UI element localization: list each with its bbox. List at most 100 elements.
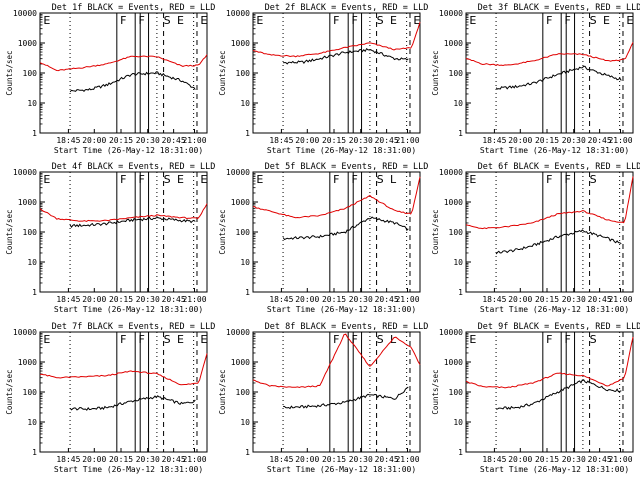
lld-series-line: [465, 42, 634, 67]
y-tick-label: 1000: [18, 198, 37, 207]
y-tick-label: 10000: [13, 9, 37, 18]
y-tick-label: 10: [240, 99, 250, 108]
panel-title: Det 1f BLACK = Events, RED = LLD: [52, 3, 216, 13]
y-tick-label: 10000: [226, 328, 250, 337]
panel-title: Det 8f BLACK = Events, RED = LLD: [265, 322, 429, 332]
time-marker-letter: S: [590, 333, 597, 346]
x-axis-label: Start Time (26-May-12 18:31:00): [267, 146, 416, 155]
x-tick-label: 20:15: [109, 295, 133, 304]
x-axis-label: Start Time (26-May-12 18:31:00): [54, 305, 203, 314]
y-tick-label: 10: [453, 99, 463, 108]
x-tick-label: 21:00: [395, 136, 419, 145]
time-marker-letter: S: [590, 14, 597, 27]
x-axis-label: Start Time (26-May-12 18:31:00): [54, 146, 203, 155]
y-tick-label: 100: [449, 228, 464, 237]
events-series-line: [69, 71, 196, 93]
y-tick-label: 10000: [13, 168, 37, 177]
x-axis-label: Start Time (26-May-12 18:31:00): [267, 305, 416, 314]
panel-title: Det 2f BLACK = Events, RED = LLD: [265, 3, 429, 13]
x-tick-label: 20:00: [508, 136, 532, 145]
x-tick-label: 20:00: [295, 455, 319, 464]
x-tick-label: 20:00: [508, 455, 532, 464]
y-tick-label: 100: [449, 388, 464, 397]
x-tick-label: 20:45: [588, 295, 612, 304]
events-series-line: [282, 216, 409, 241]
plot-frame: [252, 12, 421, 134]
lld-series-line: [39, 54, 208, 72]
time-marker-letter: F: [333, 14, 339, 27]
time-marker-letter: L: [390, 173, 397, 186]
y-tick-label: 1: [32, 448, 37, 457]
x-tick-label: 21:00: [395, 295, 419, 304]
y-tick-label: 1000: [18, 358, 37, 367]
x-tick-label: 18:45: [269, 295, 293, 304]
x-tick-label: 18:45: [482, 295, 506, 304]
time-marker-letter: E: [626, 14, 633, 27]
y-tick-label: 10: [453, 418, 463, 427]
x-tick-label: 20:45: [375, 455, 399, 464]
time-marker-letter: F: [352, 333, 358, 346]
time-marker-letter: L: [390, 333, 397, 346]
x-tick-label: 20:45: [162, 295, 186, 304]
y-tick-label: 10: [240, 418, 250, 427]
time-marker-letter: E: [603, 14, 610, 27]
x-tick-label: 21:00: [182, 295, 206, 304]
x-tick-label: 20:15: [322, 455, 346, 464]
time-marker-letter: S: [164, 14, 171, 27]
time-marker-letter: S: [164, 333, 171, 346]
time-marker-letter: F: [120, 173, 126, 186]
y-tick-label: 1: [245, 129, 250, 138]
plot-frame: [465, 331, 634, 453]
y-tick-label: 1000: [231, 358, 250, 367]
y-axis-label: Counts/sec: [5, 50, 14, 95]
events-series-line: [283, 47, 409, 65]
x-tick-label: 20:00: [508, 295, 532, 304]
lld-series-line: [40, 353, 208, 386]
detector-panel: Det 5f BLACK = Events, RED = LLD 1 10 100 10…: [218, 162, 428, 314]
y-tick-label: 10000: [226, 9, 250, 18]
x-tick-label: 18:45: [482, 455, 506, 464]
x-tick-label: 20:15: [322, 295, 346, 304]
time-marker-letter: F: [333, 333, 339, 346]
time-marker-letter: F: [120, 333, 126, 346]
x-tick-label: 18:45: [482, 136, 506, 145]
time-marker-letter: E: [256, 14, 263, 27]
x-tick-label: 20:30: [562, 455, 586, 464]
events-series-line: [69, 216, 196, 228]
detector-panel: Det 3f BLACK = Events, RED = LLD 1 10 100 10…: [431, 3, 640, 155]
x-tick-label: 21:00: [608, 136, 632, 145]
y-tick-label: 1000: [231, 198, 250, 207]
time-marker-letter: F: [565, 333, 571, 346]
y-tick-label: 1000: [444, 198, 463, 207]
x-tick-label: 20:45: [162, 136, 186, 145]
x-tick-label: 20:00: [82, 295, 106, 304]
x-tick-label: 18:45: [56, 295, 80, 304]
x-axis-label: Start Time (26-May-12 18:31:00): [54, 465, 203, 474]
x-tick-label: 18:45: [56, 455, 80, 464]
y-axis-label: Counts/sec: [431, 369, 440, 414]
x-tick-label: 20:30: [349, 136, 373, 145]
y-tick-label: 10: [27, 418, 37, 427]
y-tick-label: 1: [245, 288, 250, 297]
time-marker-letter: F: [546, 333, 552, 346]
plot-frame: [39, 12, 208, 134]
x-tick-label: 20:45: [375, 295, 399, 304]
events-series-line: [495, 65, 622, 90]
y-tick-label: 10: [27, 258, 37, 267]
time-marker-letter: E: [256, 173, 263, 186]
x-tick-label: 20:45: [162, 455, 186, 464]
x-tick-label: 18:45: [269, 455, 293, 464]
x-tick-label: 20:00: [82, 455, 106, 464]
time-marker-letter: S: [377, 333, 384, 346]
x-tick-label: 21:00: [608, 295, 632, 304]
lld-series-line: [252, 21, 421, 58]
y-tick-label: 10000: [439, 9, 463, 18]
x-tick-label: 20:30: [349, 295, 373, 304]
x-tick-label: 20:30: [349, 455, 373, 464]
plot-frame: [252, 171, 421, 293]
x-axis-label: Start Time (26-May-12 18:31:00): [480, 305, 629, 314]
detector-panel: Det 9f BLACK = Events, RED = LLD 1 10 100 10…: [431, 322, 640, 474]
y-axis-label: Counts/sec: [218, 50, 227, 95]
y-tick-label: 10000: [226, 168, 250, 177]
